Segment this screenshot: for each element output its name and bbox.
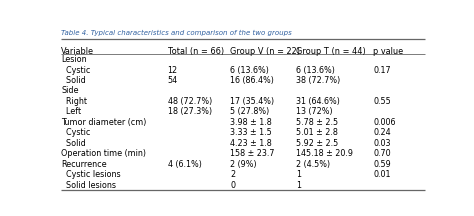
Text: 2 (9%): 2 (9%) xyxy=(230,160,257,169)
Text: 0.59: 0.59 xyxy=(374,160,391,169)
Text: Lesion: Lesion xyxy=(61,55,87,64)
Text: Tumor diameter (cm): Tumor diameter (cm) xyxy=(61,118,146,127)
Text: Variable: Variable xyxy=(61,47,94,56)
Text: 0.70: 0.70 xyxy=(374,149,391,158)
Text: 0.006: 0.006 xyxy=(374,118,396,127)
Text: Cystic lesions: Cystic lesions xyxy=(61,170,121,179)
Text: 5.78 ± 2.5: 5.78 ± 2.5 xyxy=(296,118,338,127)
Text: Group V (n = 22): Group V (n = 22) xyxy=(230,47,300,56)
Text: 13 (72%): 13 (72%) xyxy=(296,107,333,116)
Text: Cystic: Cystic xyxy=(61,128,91,137)
Text: 1: 1 xyxy=(296,181,301,190)
Text: 0.24: 0.24 xyxy=(374,128,391,137)
Text: 12: 12 xyxy=(168,65,178,75)
Text: 1: 1 xyxy=(296,170,301,179)
Text: 145.18 ± 20.9: 145.18 ± 20.9 xyxy=(296,149,353,158)
Text: 3.98 ± 1.8: 3.98 ± 1.8 xyxy=(230,118,272,127)
Text: 0.01: 0.01 xyxy=(374,170,391,179)
Text: Recurrence: Recurrence xyxy=(61,160,107,169)
Text: Solid: Solid xyxy=(61,76,86,85)
Text: Total (n = 66): Total (n = 66) xyxy=(168,47,224,56)
Text: 4 (6.1%): 4 (6.1%) xyxy=(168,160,201,169)
Text: 6 (13.6%): 6 (13.6%) xyxy=(296,65,335,75)
Text: 4.23 ± 1.8: 4.23 ± 1.8 xyxy=(230,139,272,148)
Text: 2 (4.5%): 2 (4.5%) xyxy=(296,160,330,169)
Text: 31 (64.6%): 31 (64.6%) xyxy=(296,97,340,106)
Text: 16 (86.4%): 16 (86.4%) xyxy=(230,76,274,85)
Text: 0.03: 0.03 xyxy=(374,139,391,148)
Text: 38 (72.7%): 38 (72.7%) xyxy=(296,76,340,85)
Text: Group T (n = 44): Group T (n = 44) xyxy=(296,47,366,56)
Text: p value: p value xyxy=(374,47,403,56)
Text: 5.92 ± 2.5: 5.92 ± 2.5 xyxy=(296,139,338,148)
Text: 54: 54 xyxy=(168,76,178,85)
Text: 18 (27.3%): 18 (27.3%) xyxy=(168,107,212,116)
Text: 0.55: 0.55 xyxy=(374,97,391,106)
Text: Right: Right xyxy=(61,97,87,106)
Text: 2: 2 xyxy=(230,170,235,179)
Text: 48 (72.7%): 48 (72.7%) xyxy=(168,97,212,106)
Text: 0: 0 xyxy=(230,181,235,190)
Text: Cystic: Cystic xyxy=(61,65,91,75)
Text: 3.33 ± 1.5: 3.33 ± 1.5 xyxy=(230,128,272,137)
Text: 5 (27.8%): 5 (27.8%) xyxy=(230,107,269,116)
Text: 17 (35.4%): 17 (35.4%) xyxy=(230,97,274,106)
Text: Side: Side xyxy=(61,86,79,95)
Text: Solid: Solid xyxy=(61,139,86,148)
Text: 5.01 ± 2.8: 5.01 ± 2.8 xyxy=(296,128,338,137)
Text: Table 4. Typical characteristics and comparison of the two groups: Table 4. Typical characteristics and com… xyxy=(61,30,292,36)
Text: 0.17: 0.17 xyxy=(374,65,391,75)
Text: 6 (13.6%): 6 (13.6%) xyxy=(230,65,269,75)
Text: Operation time (min): Operation time (min) xyxy=(61,149,146,158)
Text: Left: Left xyxy=(61,107,81,116)
Text: 158 ± 23.7: 158 ± 23.7 xyxy=(230,149,274,158)
Text: Solid lesions: Solid lesions xyxy=(61,181,116,190)
